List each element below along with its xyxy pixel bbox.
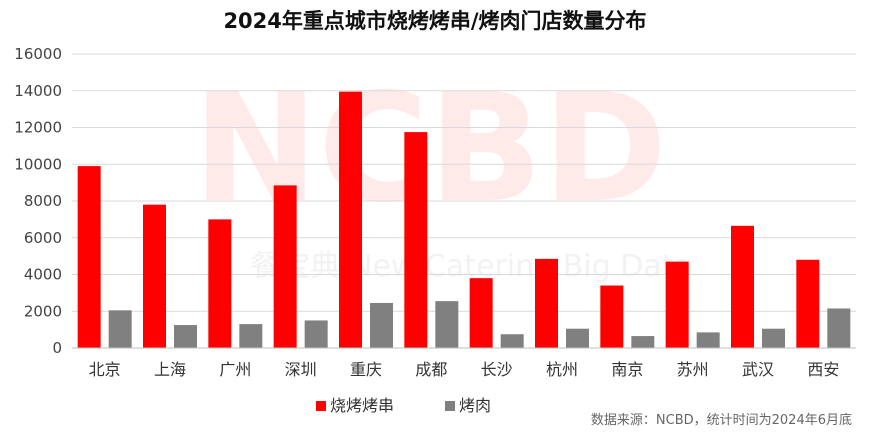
bar-series1 [665,261,689,348]
legend-swatch-series1 [316,401,326,411]
x-tick-label: 南京 [611,360,643,379]
bars [77,91,851,348]
chart-title: 2024年重点城市烧烤烤串/烤肉门店数量分布 [223,9,646,33]
source-note: 数据来源：NCBD，统计时间为2024年6月底 [591,412,852,428]
bar-series1 [404,132,428,348]
x-axis-labels: 北京 上海 广州 深圳 重庆 成都 长沙 杭州 南京 苏州 武汉 西安 [89,360,840,379]
x-tick-label: 长沙 [481,360,513,379]
y-tick-label: 2000 [24,302,62,320]
y-tick-label: 8000 [24,192,62,210]
x-tick-label: 上海 [154,360,186,379]
y-axis-ticks: 0 2000 4000 6000 8000 10000 12000 14000 16000 [14,45,62,357]
legend-swatch-series2 [445,401,455,411]
bar-series2 [370,302,393,348]
y-tick-label: 4000 [24,266,62,284]
bar-series2 [827,308,851,348]
bar-series1 [469,278,493,348]
legend-label-series1: 烧烤烤串 [330,396,394,415]
y-tick-label: 16000 [14,45,62,63]
x-tick-label: 北京 [89,360,121,379]
watermark-en: New Catering Big Data [350,249,692,284]
bar-series1 [77,166,101,348]
bar-series2 [304,320,328,348]
bar-series1 [796,259,820,348]
bar-series1 [208,219,232,348]
y-tick-label: 14000 [14,82,62,100]
bar-series2 [435,301,459,348]
legend: 烧烤烤串 烤肉 [316,396,491,415]
x-tick-label: 广州 [219,360,251,379]
bar-series2 [500,334,524,348]
x-tick-label: 杭州 [546,360,578,379]
watermark-logo: NCBD [193,62,667,236]
bar-series1 [273,185,297,348]
bar-series2 [696,332,720,348]
bar-series2 [762,328,785,348]
x-tick-label: 苏州 [677,360,709,379]
y-tick-label: 12000 [14,119,62,137]
bar-series2 [174,325,197,348]
x-tick-label: 深圳 [285,360,317,379]
bar-series1 [731,225,754,348]
x-tick-label: 重庆 [350,360,382,379]
x-tick-label: 西安 [807,360,839,379]
x-tick-label: 成都 [415,360,447,379]
y-tick-label: 6000 [24,229,62,247]
bar-series2 [108,310,132,348]
bar-series1 [600,285,624,348]
bar-series1 [339,91,362,348]
bar-series2 [239,324,263,348]
y-tick-label: 10000 [14,155,62,173]
legend-label-series2: 烤肉 [459,396,491,415]
y-tick-label: 0 [52,339,62,357]
bar-series1 [143,204,166,348]
x-tick-label: 武汉 [742,360,774,379]
bar-series1 [535,258,558,348]
bar-series2 [566,328,589,348]
bar-series2 [631,336,655,348]
gridlines [72,53,856,312]
